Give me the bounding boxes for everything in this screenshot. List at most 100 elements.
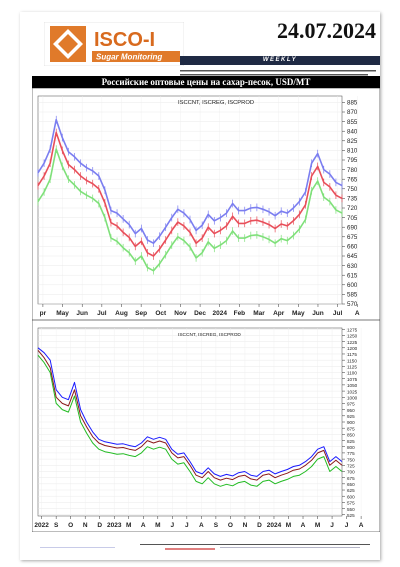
y-tick-label: 780 bbox=[347, 167, 358, 174]
x-tick-label: May bbox=[292, 310, 305, 317]
x-tick-label: N bbox=[243, 522, 248, 529]
y-tick-label: 630 bbox=[347, 263, 358, 270]
y-tick-label: 1025 bbox=[347, 389, 358, 394]
logo-title: ISCO-I bbox=[94, 29, 155, 51]
x-tick-label: Jun bbox=[312, 310, 324, 317]
y-tick-label: 600 bbox=[347, 494, 355, 499]
y-tick-label: 1000 bbox=[347, 395, 358, 400]
x-tick-label: Nov bbox=[174, 310, 187, 317]
y-tick-label: 725 bbox=[347, 463, 355, 468]
report-date: 24.07.2024 bbox=[277, 18, 376, 43]
x-tick-label: pr bbox=[40, 310, 47, 317]
x-tick-label: A bbox=[301, 522, 306, 529]
chart-legend: ISCCNT, ISCREG, ISCPROD bbox=[178, 100, 254, 106]
y-tick-label: 1225 bbox=[347, 340, 358, 345]
x-tick-label: A bbox=[141, 522, 146, 529]
x-tick-label: Apr bbox=[273, 310, 285, 317]
y-tick-label: 550 bbox=[347, 507, 355, 512]
banner-title: Российские оптовые цены на сахар-песок, … bbox=[101, 77, 311, 87]
y-tick-label: 700 bbox=[347, 470, 355, 475]
series-line-iscprod bbox=[37, 354, 343, 487]
x-tick-label: Aug bbox=[115, 310, 128, 317]
y-tick-label: 855 bbox=[347, 119, 358, 126]
x-tick-label: Mar bbox=[253, 310, 265, 317]
y-tick-label: 720 bbox=[347, 205, 358, 212]
x-tick-label: D bbox=[97, 522, 102, 529]
x-tick-label: Dec bbox=[194, 310, 206, 317]
footer-left-rule bbox=[40, 547, 115, 548]
y-tick-label: 775 bbox=[347, 451, 355, 456]
x-tick-label: S bbox=[54, 522, 59, 529]
x-tick-label: O bbox=[228, 522, 233, 529]
x-tick-label: A bbox=[359, 522, 364, 529]
weekly-label: WEEKLY bbox=[262, 57, 298, 63]
x-tick-label: Oct bbox=[155, 310, 167, 317]
y-tick-label: 525 bbox=[347, 513, 355, 518]
y-tick-label: 765 bbox=[347, 176, 358, 183]
report-page: ISCO-I Sugar Monitoring 24.07.2024 WEEKL… bbox=[20, 12, 380, 560]
x-tick-label: M bbox=[155, 522, 160, 529]
y-tick-label: 810 bbox=[347, 148, 358, 155]
y-tick-label: 1100 bbox=[347, 371, 357, 376]
y-tick-label: 735 bbox=[347, 196, 358, 203]
illegible-intro-text bbox=[180, 70, 376, 76]
y-tick-label: 650 bbox=[347, 482, 355, 487]
y-tick-label: 570 bbox=[347, 301, 358, 308]
y-tick-label: 885 bbox=[347, 100, 358, 107]
y-tick-label: 795 bbox=[347, 157, 358, 164]
y-tick-label: 645 bbox=[347, 253, 358, 260]
x-tick-label: 2024 bbox=[213, 310, 228, 317]
isco-logo: ISCO-I Sugar Monitoring bbox=[44, 22, 184, 66]
footer-rule bbox=[140, 544, 370, 545]
logo-diamond-icon bbox=[50, 26, 86, 62]
y-tick-label: 1150 bbox=[347, 358, 357, 363]
x-tick-label: M bbox=[286, 522, 291, 529]
x-tick-label: O bbox=[68, 522, 73, 529]
x-tick-label: J bbox=[330, 522, 334, 529]
y-tick-label: 825 bbox=[347, 439, 355, 444]
y-tick-label: 750 bbox=[347, 457, 355, 462]
footer-right-rule bbox=[220, 547, 360, 548]
x-tick-label: Jun bbox=[76, 310, 88, 317]
y-tick-label: 825 bbox=[347, 138, 358, 145]
weekly-bar: WEEKLY bbox=[180, 56, 380, 65]
x-tick-label: M bbox=[315, 522, 320, 529]
y-tick-label: 1050 bbox=[347, 383, 358, 388]
y-tick-label: 585 bbox=[347, 292, 358, 299]
x-tick-label: 2022 bbox=[34, 522, 49, 529]
x-tick-label: S bbox=[214, 522, 219, 529]
y-tick-label: 900 bbox=[347, 420, 355, 425]
series-line-iscreg bbox=[37, 349, 343, 481]
x-tick-label: N bbox=[83, 522, 88, 529]
footer-red-mark bbox=[165, 548, 215, 550]
y-tick-label: 690 bbox=[347, 224, 358, 231]
y-tick-label: 800 bbox=[347, 445, 355, 450]
x-tick-label: A bbox=[355, 310, 360, 317]
chart-banner: Российские оптовые цены на сахар-песок, … bbox=[32, 76, 380, 88]
x-tick-label: J bbox=[345, 522, 349, 529]
y-tick-label: 925 bbox=[347, 414, 355, 419]
y-tick-label: 950 bbox=[347, 408, 355, 413]
x-tick-label: A bbox=[199, 522, 204, 529]
y-tick-label: 660 bbox=[347, 244, 358, 251]
y-tick-label: 1175 bbox=[347, 352, 357, 357]
y-tick-label: 750 bbox=[347, 186, 358, 193]
x-tick-label: Jul bbox=[97, 310, 107, 317]
y-tick-label: 1075 bbox=[347, 377, 358, 382]
x-tick-label: D bbox=[257, 522, 262, 529]
y-tick-label: 870 bbox=[347, 109, 358, 116]
x-tick-label: J bbox=[171, 522, 175, 529]
y-tick-label: 705 bbox=[347, 215, 358, 222]
x-tick-label: May bbox=[56, 310, 69, 317]
logo-subtitle: Sugar Monitoring bbox=[96, 53, 162, 62]
y-tick-label: 615 bbox=[347, 272, 358, 279]
series-line-isccnt bbox=[37, 347, 343, 477]
y-tick-label: 875 bbox=[347, 426, 355, 431]
y-tick-label: 675 bbox=[347, 476, 355, 481]
y-tick-label: 600 bbox=[347, 282, 358, 289]
x-tick-label: Jul bbox=[333, 310, 343, 317]
x-tick-label: J bbox=[185, 522, 189, 529]
x-tick-label: Feb bbox=[234, 310, 246, 317]
x-tick-label: 2023 bbox=[107, 522, 122, 529]
y-tick-label: 625 bbox=[347, 488, 355, 493]
